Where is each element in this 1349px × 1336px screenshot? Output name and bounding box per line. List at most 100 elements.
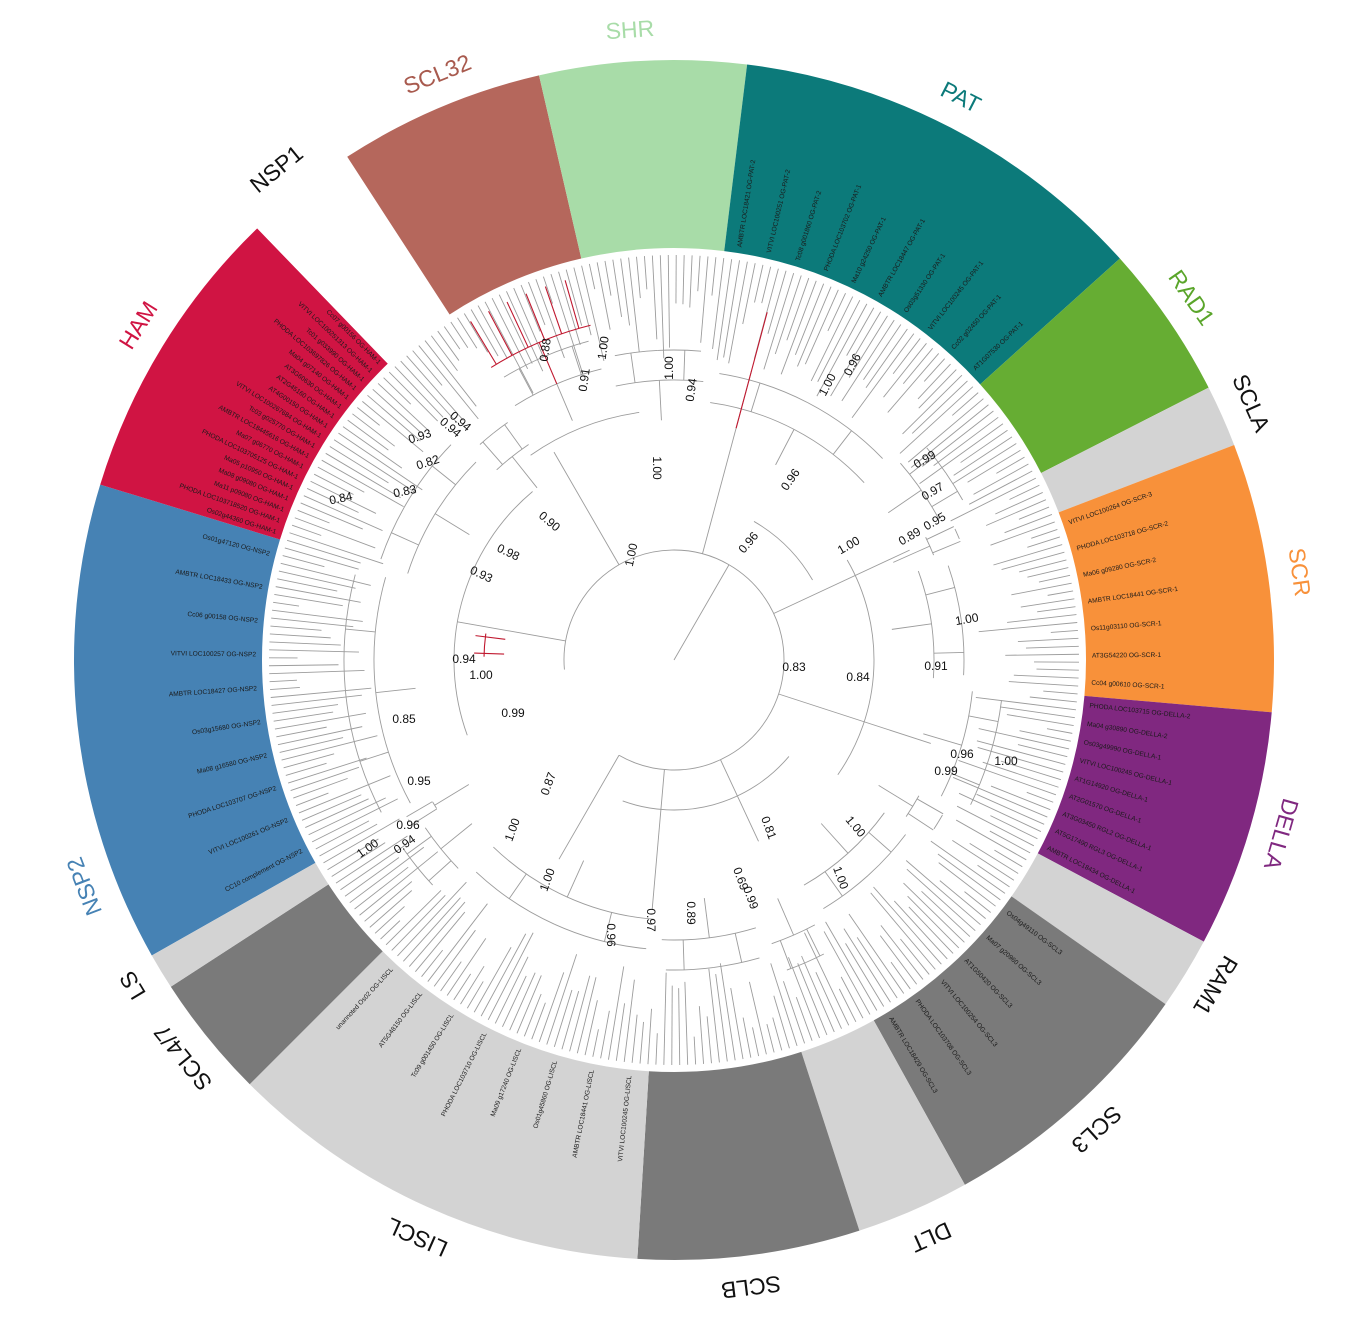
internal-branch [630,352,636,383]
internal-branch [406,801,433,818]
tip-branch [288,757,367,784]
internal-branch [710,402,865,483]
support-value: 1.00 [954,610,980,628]
tip-branch [870,892,936,970]
support-value: 0.82 [414,452,441,473]
internal-branch [435,513,470,535]
tip-branch [600,1010,610,1059]
tip-branch [415,911,466,972]
tip-branch [306,488,359,513]
internal-branch [970,753,991,805]
tip-branch [573,267,592,336]
tip-branch [902,348,933,384]
tip-branch [331,842,386,877]
internal-branch [343,574,356,696]
support-value: 1.00 [994,754,1018,768]
support-value: 0.84 [328,489,354,508]
support-value: 0.85 [392,712,416,726]
support-value: 0.83 [392,482,418,501]
tip-branch [978,728,1070,750]
clade-sector-ls [151,862,329,987]
support-value: 1.00 [662,356,676,380]
internal-branch [566,860,585,898]
tip-branch [865,328,908,388]
tip-branch [319,823,378,857]
internal-branch [493,422,508,434]
internal-branch [571,346,582,375]
internal-branch [719,373,809,404]
internal-branch [891,623,932,630]
tip-branch [742,1017,752,1058]
internal-branch [391,532,419,546]
internal-branch [479,432,494,445]
internal-branch [728,564,785,661]
tip-branch [975,696,1076,711]
tip-branch [313,473,354,495]
internal-branch [490,324,591,368]
tip-branch [938,862,996,907]
support-value: 0.91 [924,659,948,673]
tip-branch [546,954,578,1045]
tip-branch [985,499,1047,526]
tip-branch [952,443,1017,484]
internal-branch [428,860,452,882]
tip-branch [879,935,918,985]
support-value: 0.97 [644,908,658,932]
tip-branch [604,260,612,296]
tip-branch [498,294,533,364]
tip-branch [528,281,546,326]
tip-branch [305,798,369,828]
internal-branch [544,286,563,334]
tip-branch [380,920,401,940]
tip-branch [338,432,423,491]
tip-branch [801,955,835,1033]
internal-branch [558,755,620,860]
tip-branch [1005,653,1079,656]
internal-branch [665,967,714,971]
tip-branch [883,343,927,398]
tip-branch [315,820,370,850]
tip-branch [977,747,1064,773]
tip-branch [698,1006,705,1064]
internal-branch [375,687,416,694]
tip-branch [308,797,386,836]
clade-label-sclb: SCLB [720,1271,783,1304]
tip-branch [846,307,875,356]
tip-branch [655,1033,658,1065]
internal-branch [556,383,573,421]
tip-branch [285,762,327,776]
clade-label-shr: SHR [605,15,655,44]
tip-branch [269,679,297,683]
internal-branch [867,834,906,876]
internal-branch [434,784,470,806]
tip-branch [1025,645,1079,649]
tip-branch [763,272,795,370]
tip-branch [277,578,338,592]
tip-branch [1038,574,1071,583]
tip-branch [951,392,979,416]
tip-branch [408,901,466,967]
internal-branch [380,497,411,560]
internal-branch [931,490,958,507]
tip-branch [783,981,806,1044]
tip-branch [899,386,974,454]
tip-branch [344,857,400,897]
tip-branch [1027,567,1069,578]
tip-branch [340,843,407,891]
clade-sector-nsp2 [73,484,316,956]
tip-branch [830,311,882,397]
tip-branch [1029,696,1077,703]
tip-branch [424,340,477,407]
tip-branch [377,383,430,432]
tip-branch [487,932,534,1021]
tip-branch [977,864,1010,888]
internal-branch [937,814,943,823]
support-value: 0.91 [576,367,593,392]
internal-branch [893,545,930,563]
tip-branch [301,794,362,821]
tip-branch [1047,590,1074,596]
tip-branch [697,255,701,292]
tip-branch [996,456,1025,474]
internal-branch [618,659,785,771]
